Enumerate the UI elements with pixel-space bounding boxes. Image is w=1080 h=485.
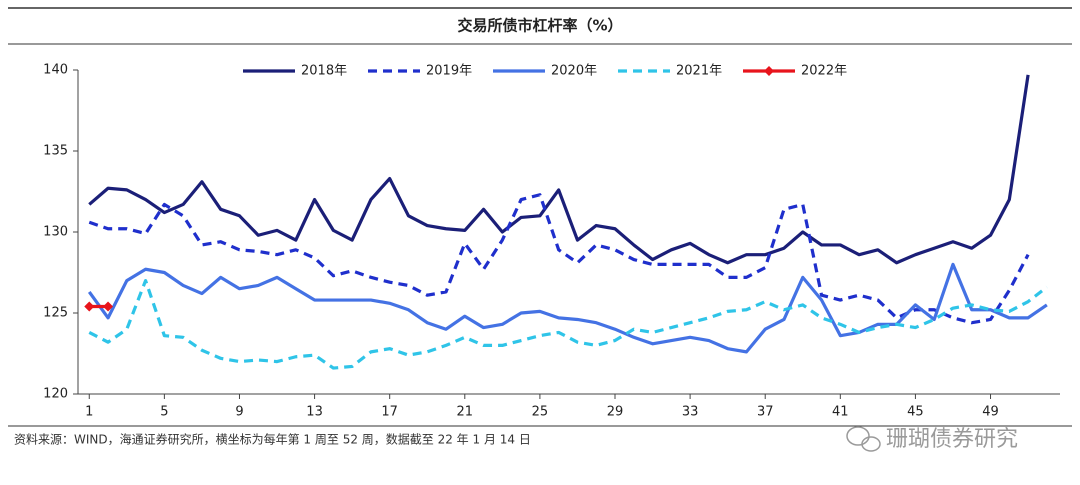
y-tick-label: 125 (43, 306, 68, 321)
series-marker (84, 301, 95, 312)
x-tick-label: 45 (907, 405, 924, 420)
y-tick-label: 140 (43, 63, 68, 78)
y-tick-label: 130 (43, 225, 68, 240)
x-tick-label: 9 (235, 405, 243, 420)
legend-label: 2021年 (676, 64, 722, 79)
legend-label: 2022年 (801, 64, 847, 79)
y-tick-label: 135 (43, 144, 68, 159)
legend-marker (764, 66, 774, 76)
x-tick-label: 5 (160, 405, 168, 420)
series-line (88, 193, 1030, 325)
series-marker (103, 301, 114, 312)
y-tick-label: 120 (43, 387, 68, 402)
legend-label: 2019年 (426, 64, 472, 79)
x-tick-label: 17 (381, 405, 398, 420)
x-tick-label: 49 (982, 405, 999, 420)
x-tick-label: 25 (532, 405, 549, 420)
series-line (87, 262, 1048, 354)
x-tick-label: 21 (457, 405, 474, 420)
chart-title: 交易所债市杠杆率（%） (457, 17, 622, 35)
legend-label: 2018年 (301, 64, 347, 79)
series-line (88, 74, 1030, 265)
x-tick-label: 37 (757, 405, 774, 420)
x-tick-label: 33 (682, 405, 699, 420)
x-tick-label: 29 (607, 405, 624, 420)
series-line (88, 279, 1048, 370)
watermark: 珊瑚债券研究 (886, 427, 1018, 452)
source-note: 资料来源：WIND，海通证券研究所，横坐标为每年第 1 周至 52 周，数据截至… (14, 432, 531, 447)
watermark-icon (846, 426, 881, 452)
x-tick-label: 1 (85, 405, 93, 420)
x-tick-label: 13 (306, 405, 323, 420)
x-tick-label: 41 (832, 405, 849, 420)
legend-label: 2020年 (551, 64, 597, 79)
